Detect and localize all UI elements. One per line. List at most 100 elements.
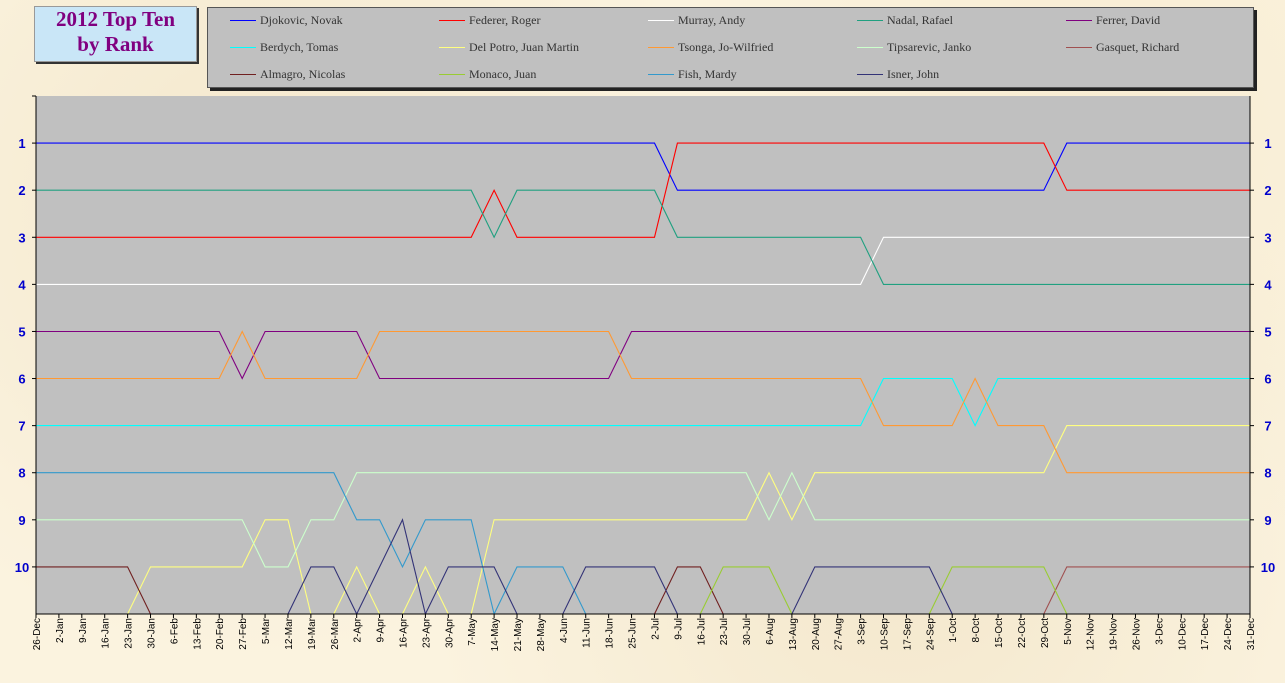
- y-tick-label-right: 8: [1264, 466, 1271, 481]
- x-tick-label: 23-Apr: [421, 617, 432, 648]
- x-tick-label: 16-Apr: [398, 617, 409, 648]
- x-tick-label: 14-May: [490, 618, 501, 651]
- legend-label: Del Potro, Juan Martin: [469, 40, 579, 54]
- x-tick-label: 2-Apr: [353, 617, 364, 642]
- legend-label: Ferrer, David: [1096, 13, 1161, 27]
- series-line-murray: [36, 236, 1250, 285]
- y-tick-layer: 1 1 2 2 3 3 4 4 5 5 6 6 7 7 8 8 9 9 10 10: [15, 95, 1275, 575]
- x-tick-label: 30-Jan: [147, 618, 158, 649]
- legend-swatch: [439, 47, 465, 48]
- legend-label: Nadal, Rafael: [887, 13, 953, 27]
- x-tick-label: 5-Mar: [261, 617, 272, 644]
- legend-swatch: [439, 20, 465, 21]
- x-tick-label: 24-Sep: [925, 618, 936, 651]
- y-tick-label-left: 2: [18, 183, 25, 198]
- series-line-isner: [36, 518, 1250, 614]
- legend-swatch: [230, 74, 256, 75]
- x-tick-label: 1-Oct: [948, 618, 959, 643]
- x-tick-label: 2-Jan: [55, 618, 66, 643]
- series-line-ferrer: [36, 330, 1250, 380]
- y-tick-label-right: 1: [1264, 136, 1271, 151]
- legend-label: Federer, Roger: [469, 13, 541, 27]
- y-tick-label-left: 9: [18, 513, 25, 528]
- x-tick-label: 22-Oct: [1017, 618, 1028, 648]
- x-tick-label: 6-Feb: [169, 618, 180, 645]
- y-tick-label-right: 9: [1264, 513, 1271, 528]
- x-tick-label: 27-Aug: [834, 618, 845, 650]
- legend-swatch: [230, 47, 256, 48]
- legend-label: Tipsarevic, Janko: [887, 40, 972, 54]
- y-tick-label-left: 6: [18, 372, 25, 387]
- y-tick-label-right: 3: [1264, 230, 1271, 245]
- x-tick-label: 23-Jan: [124, 618, 135, 649]
- y-tick-label-right: 5: [1264, 324, 1271, 339]
- legend-label: Gasquet, Richard: [1096, 40, 1180, 54]
- x-tick-label: 20-Aug: [811, 618, 822, 650]
- legend-swatch: [648, 74, 674, 75]
- series-line-federer: [36, 142, 1250, 238]
- x-tick-label: 8-Oct: [971, 618, 982, 643]
- x-tick-label: 10-Sep: [880, 618, 891, 651]
- x-tick-label: 5-Nov: [1063, 618, 1074, 645]
- legend: Djokovic, Novak Federer, Roger Murray, And…: [207, 7, 1254, 88]
- x-tick-label: 9-Jan: [78, 618, 89, 643]
- series-line-djokovic: [36, 142, 1250, 191]
- x-tick-label: 28-May: [536, 618, 547, 651]
- legend-swatch: [857, 20, 883, 21]
- legend-swatch: [1066, 20, 1092, 21]
- y-tick-label-right: 4: [1264, 277, 1272, 292]
- x-tick-label: 26-Mar: [330, 617, 341, 649]
- x-tick-label: 12-Mar: [284, 617, 295, 649]
- legend-label: Isner, John: [887, 67, 940, 81]
- legend-swatch: [230, 20, 256, 21]
- x-tick-label: 10-Dec: [1177, 618, 1188, 650]
- y-tick-label-right: 2: [1264, 183, 1271, 198]
- x-tick-label: 26-Nov: [1131, 618, 1142, 650]
- series-line-tipsarevic: [36, 471, 1250, 568]
- x-tick-label: 21-May: [513, 618, 524, 651]
- y-tick-label-left: 4: [18, 277, 26, 292]
- x-tick-label: 6-Aug: [765, 618, 776, 645]
- series-line-fish: [36, 472, 1250, 614]
- y-tick-label-left: 10: [15, 560, 29, 575]
- x-tick-label: 27-Feb: [238, 618, 249, 650]
- y-tick-label-left: 8: [18, 466, 25, 481]
- series-line-monaco: [36, 566, 1250, 614]
- chart-title: 2012 Top Ten by Rank: [34, 6, 197, 62]
- x-tick-label: 7-May: [467, 618, 478, 646]
- x-tick-label: 15-Oct: [994, 618, 1005, 648]
- series-layer: [36, 142, 1250, 614]
- legend-label: Berdych, Tomas: [260, 40, 339, 54]
- x-tick-label: 18-Jun: [605, 618, 616, 649]
- series-line-nadal: [36, 189, 1250, 285]
- legend-swatch: [439, 74, 465, 75]
- legend-swatch: [648, 47, 674, 48]
- x-tick-label: 20-Feb: [215, 618, 226, 650]
- x-tick-label: 3-Dec: [1154, 618, 1165, 645]
- chart-title-line2: by Rank: [77, 32, 154, 56]
- x-tick-label: 4-Jun: [559, 618, 570, 643]
- x-tick-label: 19-Nov: [1109, 618, 1120, 650]
- y-tick-label-left: 5: [18, 324, 25, 339]
- y-tick-label-right: 10: [1261, 560, 1275, 575]
- series-line-gasquet: [36, 566, 1250, 614]
- x-tick-label: 24-Dec: [1223, 618, 1234, 650]
- x-tick-label: 16-Jan: [101, 618, 112, 649]
- y-tick-label-left: 1: [18, 136, 25, 151]
- y-tick-label-right: 7: [1264, 419, 1271, 434]
- legend-label: Monaco, Juan: [469, 67, 537, 81]
- legend-swatch: [857, 74, 883, 75]
- legend-label: Fish, Mardy: [678, 67, 737, 81]
- series-line-tsonga: [36, 330, 1250, 474]
- legend-label: Murray, Andy: [678, 13, 746, 27]
- x-tick-label: 2-Jul: [650, 618, 661, 640]
- y-tick-label-right: 6: [1264, 372, 1271, 387]
- plot-area: [36, 96, 1250, 614]
- legend-swatch: [648, 20, 674, 21]
- x-tick-label: 19-Mar: [307, 617, 318, 649]
- legend-label: Almagro, Nicolas: [260, 67, 346, 81]
- x-tick-label: 12-Nov: [1086, 618, 1097, 650]
- y-tick-label-left: 7: [18, 419, 25, 434]
- x-tick-label: 25-Jun: [628, 618, 639, 649]
